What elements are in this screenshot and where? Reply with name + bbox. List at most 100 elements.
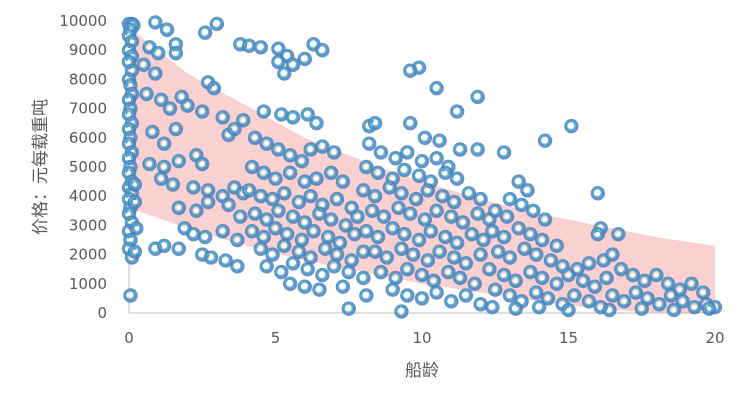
- data-point: [291, 194, 307, 210]
- data-point: [154, 171, 169, 186]
- data-point: [385, 282, 400, 297]
- data-point: [423, 224, 438, 239]
- data-point: [335, 174, 351, 189]
- data-point: [385, 221, 400, 236]
- data-point: [449, 171, 465, 186]
- data-point: [209, 16, 225, 32]
- data-point: [142, 40, 157, 55]
- data-point: [628, 285, 644, 300]
- data-point: [338, 218, 354, 233]
- data-point: [151, 45, 166, 61]
- data-point: [508, 301, 523, 316]
- data-point: [300, 262, 315, 277]
- y-tick-label: 9000: [69, 41, 107, 59]
- data-point: [523, 264, 538, 280]
- data-point: [259, 259, 274, 274]
- data-point: [502, 191, 518, 207]
- data-point: [274, 264, 289, 280]
- data-point: [221, 197, 236, 213]
- data-point: [564, 118, 579, 134]
- data-point: [429, 203, 444, 218]
- data-point: [602, 302, 617, 318]
- data-point: [127, 244, 143, 259]
- data-point: [540, 291, 556, 306]
- tick-labels: 0100020003000400050006000700080009000100…: [59, 12, 724, 347]
- data-point: [520, 183, 535, 198]
- data-point: [148, 15, 163, 30]
- data-point: [414, 153, 430, 169]
- data-point: [611, 226, 626, 242]
- data-point: [256, 104, 271, 119]
- data-point: [253, 241, 269, 256]
- x-tick-label: 15: [559, 329, 578, 347]
- data-point: [400, 288, 415, 303]
- data-point: [241, 183, 257, 198]
- data-point: [244, 159, 260, 175]
- data-point: [649, 267, 664, 283]
- data-point: [452, 142, 468, 157]
- data-point: [148, 66, 163, 81]
- data-point: [567, 288, 582, 303]
- data-point: [200, 194, 216, 210]
- data-point: [341, 264, 356, 280]
- data-point: [403, 63, 418, 78]
- data-point: [195, 104, 210, 119]
- price-band: [129, 26, 715, 314]
- data-point: [432, 244, 447, 259]
- data-point: [154, 92, 169, 108]
- x-axis-title: 船龄: [405, 361, 439, 381]
- price-band-layer: [129, 26, 715, 314]
- data-point: [274, 107, 289, 122]
- data-point: [247, 206, 263, 221]
- data-point: [488, 203, 503, 218]
- data-point: [488, 282, 503, 297]
- data-point: [417, 130, 433, 145]
- data-point: [145, 124, 160, 140]
- data-point: [156, 136, 172, 151]
- data-point: [139, 86, 154, 102]
- data-point: [485, 299, 500, 315]
- data-point: [514, 197, 529, 213]
- data-point: [233, 209, 248, 224]
- data-point: [291, 244, 307, 259]
- data-point: [356, 270, 371, 286]
- data-point: [303, 188, 318, 204]
- data-point: [253, 40, 269, 55]
- data-point: [394, 304, 409, 319]
- data-point: [127, 177, 143, 192]
- data-point: [142, 156, 157, 172]
- data-point: [129, 221, 144, 236]
- data-point: [549, 238, 564, 254]
- data-point: [370, 229, 386, 245]
- data-point: [420, 183, 436, 198]
- data-point: [123, 78, 138, 93]
- data-point: [473, 297, 488, 312]
- data-point: [367, 188, 383, 204]
- data-point: [581, 294, 597, 309]
- data-point: [359, 159, 374, 175]
- data-point: [532, 299, 547, 315]
- data-point: [476, 232, 491, 248]
- y-tick-label: 0: [97, 304, 107, 322]
- data-point: [508, 273, 523, 289]
- data-point: [323, 165, 339, 181]
- data-point: [335, 279, 351, 294]
- data-point: [444, 209, 459, 224]
- data-point: [599, 270, 614, 286]
- data-point: [447, 194, 462, 210]
- data-point: [323, 212, 339, 227]
- data-point: [470, 206, 485, 221]
- y-tick-label: 6000: [69, 129, 107, 147]
- data-point: [587, 279, 603, 294]
- data-point: [376, 209, 392, 224]
- data-point: [414, 291, 430, 306]
- data-point: [282, 276, 298, 291]
- data-point: [523, 226, 538, 242]
- data-point: [186, 180, 201, 195]
- data-point: [271, 41, 286, 56]
- data-point: [452, 270, 468, 286]
- data-point: [467, 276, 482, 291]
- data-point: [701, 301, 717, 316]
- data-point: [309, 171, 324, 186]
